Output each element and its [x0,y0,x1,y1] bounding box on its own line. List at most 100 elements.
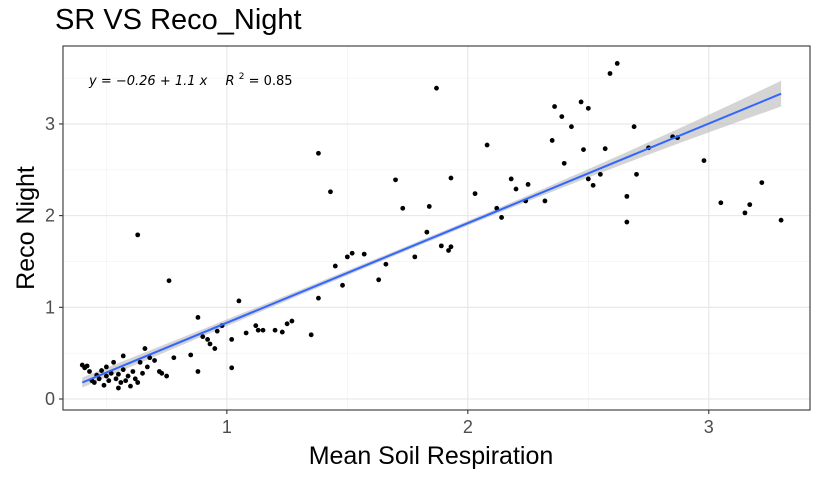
y-tick-label: 3 [45,114,55,134]
plot-border [62,45,811,411]
data-point [116,385,121,391]
r-squared-label: R [226,74,235,89]
data-point [424,229,430,235]
data-point [747,202,753,208]
data-point [111,359,117,365]
data-point [135,380,141,385]
data-point [236,298,242,304]
data-point [289,318,295,324]
data-point [207,341,213,347]
data-point [472,191,478,197]
data-point [499,215,504,220]
y-tick-label: 0 [45,389,55,409]
data-point [513,186,519,192]
data-point [132,376,138,382]
data-point [383,261,389,267]
data-point [434,85,439,91]
data-point [316,295,321,301]
data-point [494,205,500,211]
x-tick-label: 1 [222,417,232,437]
data-point [561,160,567,166]
x-tick-label: 3 [704,417,714,437]
data-point [205,337,210,342]
data-point [188,352,194,358]
data-point [144,364,150,370]
data-point [552,104,557,109]
data-point [525,182,531,187]
y-tick-label: 2 [45,206,55,226]
data-point [166,278,172,284]
x-tick-label: 2 [463,417,473,437]
regression-line [81,92,782,384]
data-point [106,378,112,384]
plot-background [63,46,810,410]
data-point [147,355,153,361]
data-point [597,171,603,177]
data-point [130,369,136,374]
data-point [742,210,748,216]
data-point [585,176,591,182]
data-point [108,370,114,376]
data-point [128,383,133,389]
data-point [120,353,126,359]
data-point [426,204,432,209]
data-point [778,217,784,223]
data-point [607,71,613,76]
data-point [253,323,259,329]
data-point [255,327,261,333]
data-point [393,177,398,183]
data-point [212,346,218,351]
data-point [590,182,596,188]
data-point [578,99,584,105]
data-point [118,380,124,385]
data-point [614,61,620,66]
data-point [91,380,97,385]
data-point [446,248,451,253]
data-point [400,205,406,211]
data-point [602,146,608,152]
data-point [634,171,639,177]
data-point [87,369,92,374]
data-point [508,176,514,182]
data-point [340,282,345,288]
data-point [542,198,548,204]
data-point [759,180,765,186]
data-point [559,114,565,119]
data-point [195,369,201,374]
data-point [137,359,143,365]
data-point [152,358,157,363]
data-point [101,382,107,388]
data-point [332,263,338,269]
data-point [99,368,104,373]
data-point [448,244,454,250]
x-axis-title: Mean Soil Respiration [309,442,554,470]
y-tick-label: 1 [45,297,55,317]
data-point [125,373,131,379]
data-point [376,277,382,283]
data-point [361,251,367,257]
data-point [412,254,418,260]
data-point [569,124,574,130]
data-point [113,376,119,382]
data-point [84,363,90,369]
data-points [79,61,784,391]
data-point [438,243,444,249]
axis-ticks: 1 2 3 0 1 2 3 [45,114,714,437]
data-point [701,158,707,164]
data-point [344,254,350,260]
fit-equation: y = −0.26 + 1.1 x [88,74,208,89]
data-point [159,370,165,376]
data-point [448,175,454,181]
data-point [624,219,630,225]
data-point [123,378,129,384]
chart-title: SR VS Reco_Night [55,4,302,36]
data-point [229,365,235,371]
data-point [135,232,141,238]
r-squared-value: = 0.85 [249,74,293,89]
r-squared-exponent: 2 [239,72,245,82]
data-point [308,332,314,338]
data-point [581,147,586,153]
data-point [164,373,170,379]
data-point [284,321,290,327]
